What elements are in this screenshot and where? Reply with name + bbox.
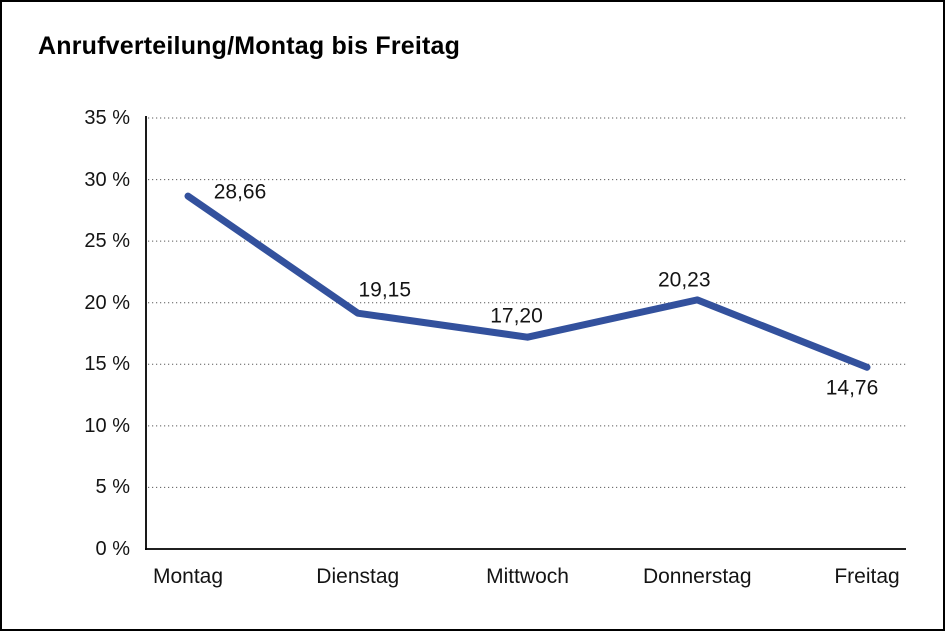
y-tick-label: 25 % [84, 230, 130, 253]
data-point-label: 14,76 [825, 376, 879, 400]
x-category-label: Donnerstag [642, 565, 752, 588]
y-tick-label: 15 % [84, 353, 130, 376]
chart-title: Anrufverteilung/Montag bis Freitag [38, 32, 461, 60]
series-line [184, 192, 871, 371]
y-tick-label: 35 % [84, 107, 130, 129]
y-tick-label: 10 % [84, 414, 130, 437]
x-category-label: Dienstag [316, 565, 400, 588]
y-tick-label: 0 % [95, 538, 130, 560]
data-point-label: 20,23 [657, 268, 711, 292]
data-point-label: 17,20 [490, 304, 543, 328]
x-category-label: Freitag [834, 565, 900, 588]
data-point-label: 28,66 [213, 180, 267, 204]
x-category-label: Montag [152, 565, 224, 588]
y-tick-label: 5 % [95, 476, 130, 499]
y-tick-label: 20 % [84, 291, 130, 314]
y-tick-label: 30 % [84, 168, 130, 191]
data-point-label: 19,15 [358, 278, 412, 302]
x-category-label: Mittwoch [486, 565, 569, 588]
